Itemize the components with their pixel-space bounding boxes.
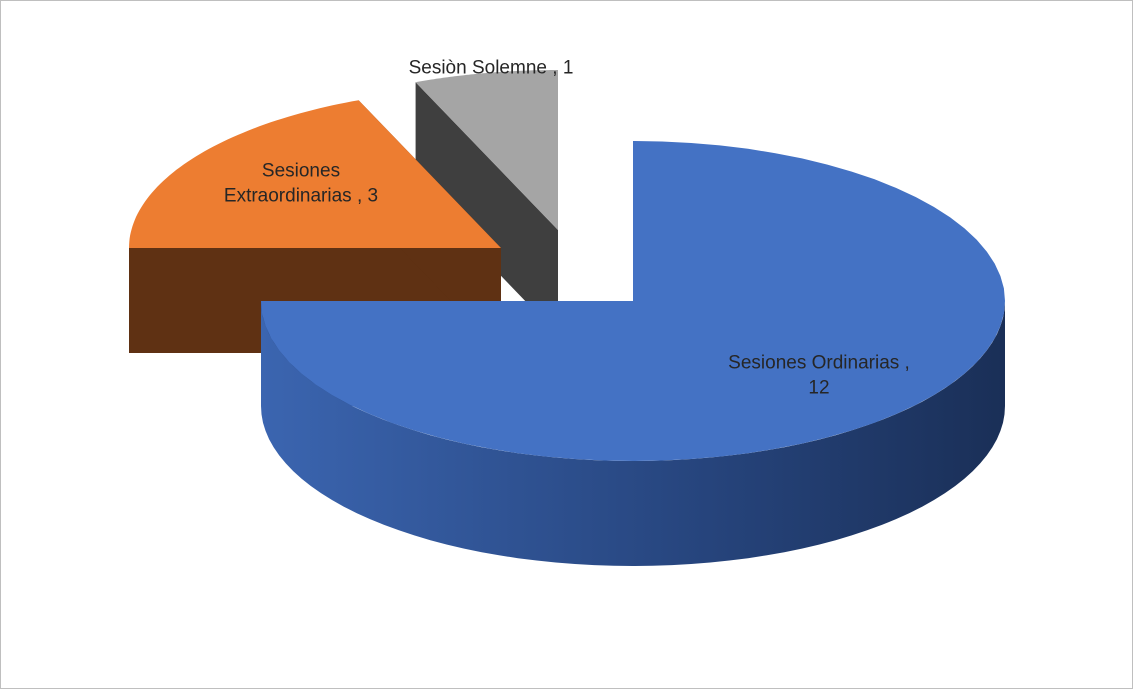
slice-top — [261, 141, 1005, 461]
slice — [261, 141, 1005, 566]
label-category: Sesiòn Solemne — [408, 57, 547, 79]
label-separator: , — [351, 185, 368, 206]
data-label: Sesiòn Solemne , 1 — [341, 57, 641, 82]
slice-wall — [261, 301, 1005, 566]
slice — [415, 70, 558, 335]
slice-top — [415, 70, 558, 230]
label-value: 3 — [367, 185, 379, 206]
label-separator: , — [899, 352, 910, 374]
slice-side — [415, 82, 558, 335]
label-value: 12 — [808, 377, 830, 398]
label-value: 1 — [562, 57, 574, 79]
data-label: Sesiones Extraordinarias , 3 — [196, 159, 406, 208]
slice-top — [129, 100, 501, 248]
data-label: Sesiones Ordinarias , 12 — [724, 351, 914, 400]
label-separator: , — [546, 57, 563, 79]
label-category: Sesiones Ordinarias — [728, 352, 900, 374]
label-category: Sesiones Extraordinarias — [223, 160, 352, 206]
